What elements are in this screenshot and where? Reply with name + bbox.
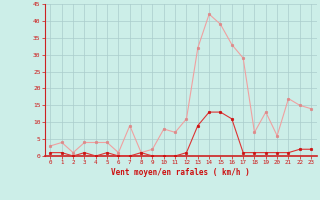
X-axis label: Vent moyen/en rafales ( km/h ): Vent moyen/en rafales ( km/h ) [111, 168, 250, 177]
